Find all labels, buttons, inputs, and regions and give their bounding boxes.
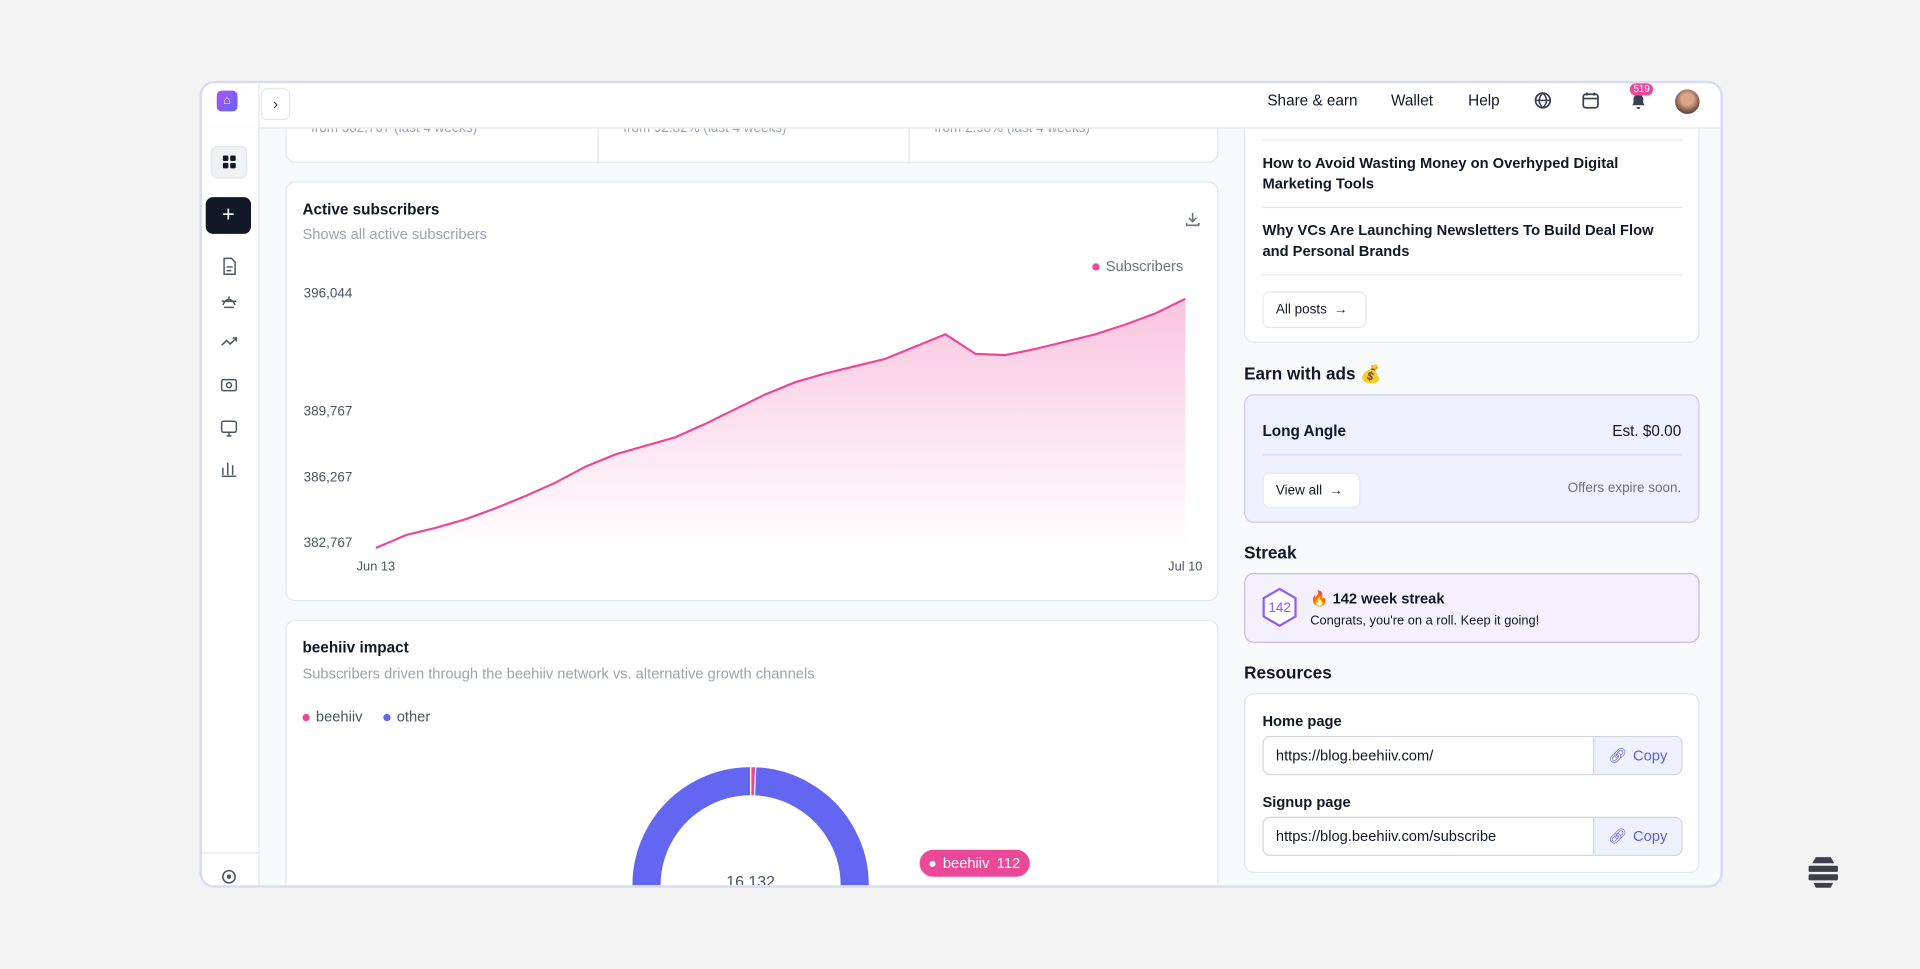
stats-card: from 382,767 (last 4 weeks) from 92.82% … <box>285 127 1219 165</box>
button-label: Copy <box>1632 746 1668 765</box>
area <box>375 298 1186 549</box>
streak-title: 🔥 142 week streak <box>1310 590 1445 608</box>
link-icon: 🔗︎ <box>1608 827 1627 845</box>
legend-dot <box>302 713 310 722</box>
legend-label: beehiiv <box>316 709 363 725</box>
card-title: Active subscribers <box>302 200 440 218</box>
avatar[interactable] <box>1675 89 1700 114</box>
nav-icons[interactable] <box>219 257 239 624</box>
sidebar: + <box>202 127 260 886</box>
y-tick-label: 389,767 <box>304 404 353 419</box>
divider <box>258 83 260 128</box>
streak-text: Congrats, you're on a roll. Keep it goin… <box>1310 613 1540 629</box>
donut-slice <box>631 765 871 886</box>
x-tick-label: Jun 13 <box>357 558 396 573</box>
arrow: → <box>1334 302 1348 318</box>
nav-dashboard[interactable] <box>210 145 248 179</box>
y-tick-label: 382,767 <box>304 535 353 550</box>
card-title: beehiiv impact <box>302 639 409 657</box>
divider <box>1262 274 1683 276</box>
card-subtitle: Shows all active subscribers <box>302 225 488 243</box>
url-field[interactable]: https://blog.beehiiv.com/ 🔗︎ Copy <box>1262 735 1683 776</box>
view-all-button[interactable]: View all → <box>1262 472 1361 509</box>
badge-label: 142 <box>1268 600 1290 615</box>
nav-link[interactable]: Share & earn <box>1267 91 1358 109</box>
legend-dot <box>1092 263 1100 271</box>
offer-note: Offers expire soon. <box>1567 481 1682 496</box>
copy-button[interactable]: 🔗︎ Copy <box>1593 737 1682 774</box>
charts: 382,767 386,267 389,767 396,044 Jun 13 Jul 10… <box>302 213 1202 886</box>
divider <box>1262 206 1683 209</box>
copy-button[interactable]: 🔗︎ Copy <box>1593 817 1682 855</box>
y-tick-label: 386,267 <box>304 469 353 484</box>
divider <box>1262 454 1683 456</box>
hexagon <box>1262 587 1297 627</box>
url-text: https://blog.beehiiv.com/ <box>1275 746 1434 765</box>
y-tick-label: 396,044 <box>304 285 353 300</box>
logo[interactable]: ⌂ <box>216 90 238 112</box>
tooltip-value: 112 <box>996 854 1021 872</box>
url-field[interactable]: https://blog.beehiiv.com/subscribe 🔗︎ Cop… <box>1262 816 1683 856</box>
stat-note: from 382,767 (last 4 weeks) <box>311 127 478 136</box>
plot: 382,767 386,267 389,767 396,044 Jun 13 Jul 10… <box>302 213 1202 886</box>
tooltip-dot <box>929 860 936 867</box>
streak-badge: 142 <box>1262 587 1297 627</box>
button-label: All posts <box>1275 302 1327 318</box>
section-heading: Streak <box>1244 542 1297 563</box>
all-posts-button[interactable]: All posts → <box>1262 291 1367 329</box>
divider <box>202 852 259 854</box>
offer-name: Long Angle <box>1262 422 1347 440</box>
main-area: from 382,767 (last 4 weeks) from 92.82% … <box>258 127 1720 886</box>
divider <box>908 127 910 165</box>
stat-note: from 92.82% (last 4 weeks) <box>623 127 787 136</box>
nav-link[interactable]: Wallet <box>1391 91 1433 109</box>
line <box>375 297 1186 549</box>
divider <box>597 127 599 165</box>
arrow: → <box>1329 483 1343 498</box>
resource-label: Home page <box>1262 712 1342 730</box>
posts-card: How to Avoid Wasting Money on Overhyped … <box>1244 127 1700 343</box>
tooltip-name: beehiiv <box>942 854 990 872</box>
button-label: View all <box>1275 483 1323 498</box>
x-tick-label: Jul 10 <box>1168 558 1202 573</box>
section-heading: Earn with ads 💰 <box>1244 363 1382 384</box>
legend-label: Subscribers <box>1106 259 1184 275</box>
calendar-icon[interactable] <box>1581 91 1601 111</box>
app-frame: from 382,767 (last 4 weeks) from 92.82% … <box>199 80 1723 888</box>
offer-estimate: Est. $0.00 <box>1612 422 1682 440</box>
legend-label: other <box>397 709 431 725</box>
url-text: https://blog.beehiiv.com/subscribe <box>1275 827 1497 845</box>
create-button[interactable]: + <box>205 197 252 234</box>
card-subtitle: Subscribers driven through the beehiiv n… <box>302 664 815 683</box>
globe-icon[interactable] <box>1533 91 1553 111</box>
top-bar: ⌂ › Share & earn Wallet Help 519 <box>202 83 1721 129</box>
download-icon[interactable] <box>1185 213 1200 227</box>
resources-card: Home page https://blog.beehiiv.com/ 🔗︎ Co… <box>1244 693 1700 874</box>
bell-icon[interactable] <box>1629 91 1649 111</box>
section-heading: Resources <box>1244 662 1332 683</box>
expand-button[interactable]: › <box>260 88 291 121</box>
post-link[interactable]: How to Avoid Wasting Money on Overhyped … <box>1262 154 1619 193</box>
donut-center-label: 16,132 <box>726 874 775 885</box>
streak-card: 142 🔥 142 week streak Congrats, you're o… <box>1244 573 1700 643</box>
resource-label: Signup page <box>1262 793 1351 811</box>
brand-mark <box>1808 857 1838 888</box>
nav-link[interactable]: Help <box>1468 91 1500 109</box>
stat-note: from 2.98% (last 4 weeks) <box>934 127 1090 136</box>
link-icon: 🔗︎ <box>1608 746 1627 765</box>
divider <box>1262 139 1683 141</box>
button-label: Copy <box>1632 827 1668 845</box>
ads-card: Long Angle Est. $0.00 View all → Offers e… <box>1244 394 1700 523</box>
impact-card: beehiiv impact Subscribers driven throug… <box>285 619 1219 886</box>
legend-dot <box>383 713 391 722</box>
tooltip: beehiiv 112 <box>919 849 1031 877</box>
post-link[interactable]: Why VCs Are Launching Newsletters To Bui… <box>1262 221 1654 260</box>
settings-icon[interactable] <box>220 868 237 885</box>
notification-badge: 519 <box>1629 83 1654 96</box>
